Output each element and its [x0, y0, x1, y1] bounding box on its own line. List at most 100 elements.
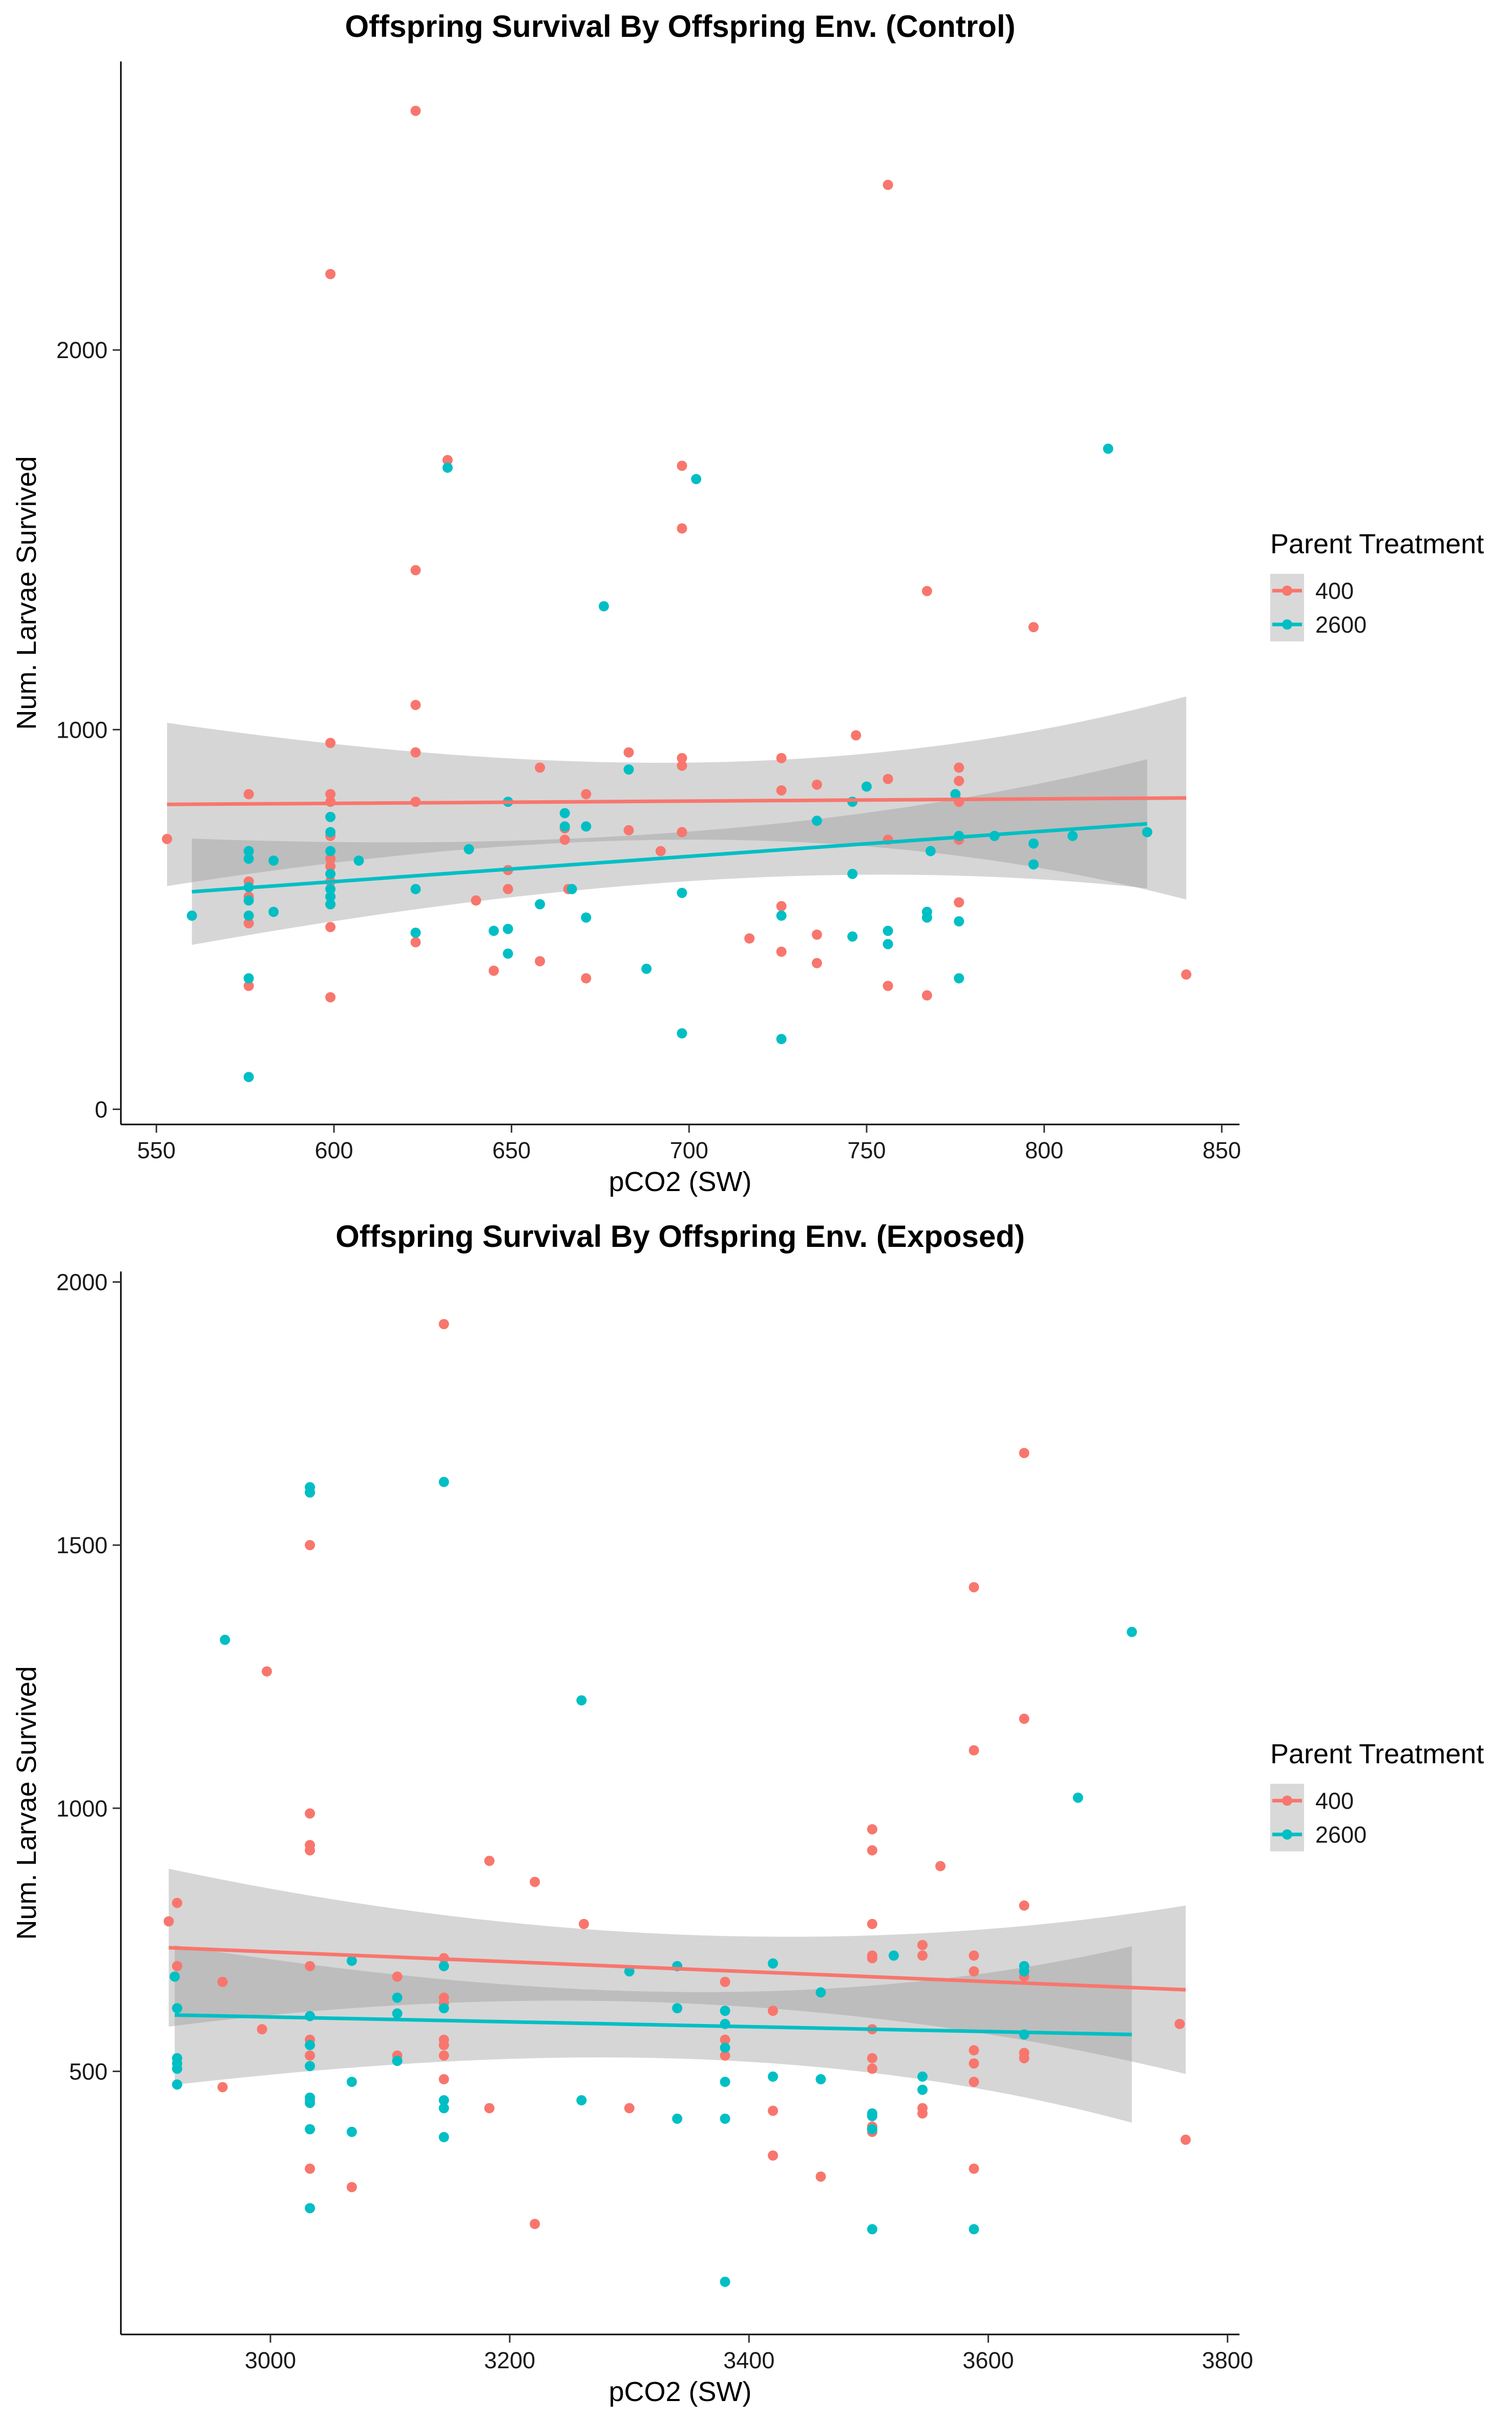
chart-svg: Offspring Survival By Offspring Env. (Co… [11, 9, 1484, 1197]
data-point-400 [776, 753, 787, 763]
data-point-400 [624, 2103, 635, 2114]
chart-panel-exposed: Offspring Survival By Offspring Env. (Ex… [0, 1210, 1512, 2420]
data-point-400 [578, 1918, 589, 1929]
data-point-2600 [950, 789, 961, 800]
data-point-400 [305, 1960, 316, 1971]
data-point-2600 [243, 853, 254, 864]
data-point-2600 [325, 846, 336, 857]
confidence-band-400 [169, 1868, 1186, 2074]
y-axis-title: Num. Larvae Survived [11, 456, 42, 729]
data-point-400 [325, 789, 336, 800]
x-tick-label: 550 [137, 1137, 176, 1163]
x-axis-title: pCO2 (SW) [608, 2376, 751, 2407]
data-point-400 [484, 1855, 495, 1866]
data-point-2600 [305, 2203, 316, 2214]
data-point-2600 [720, 2277, 730, 2287]
fit-line-2600 [192, 822, 1147, 894]
data-point-2600 [243, 973, 254, 984]
x-tick-label: 650 [492, 1137, 531, 1163]
data-point-2600 [243, 846, 254, 857]
data-point-2600 [438, 2103, 449, 2114]
data-point-2600 [305, 2061, 316, 2072]
data-point-2600 [921, 912, 932, 923]
data-point-2600 [410, 884, 421, 894]
data-point-400 [917, 1950, 928, 1961]
data-point-400 [325, 738, 336, 748]
data-point-2600 [243, 1072, 254, 1082]
y-tick-label: 2000 [56, 1269, 108, 1296]
data-point-400 [305, 2163, 316, 2174]
data-point-2600 [954, 916, 964, 927]
data-point-400 [954, 762, 964, 773]
data-point-2600 [598, 601, 609, 612]
data-point-400 [655, 846, 666, 857]
data-point-400 [217, 2082, 228, 2093]
data-point-2600 [641, 964, 652, 974]
data-point-2600 [815, 2074, 826, 2084]
data-point-2600 [624, 1966, 635, 1977]
data-point-2600 [559, 808, 570, 819]
data-point-400 [489, 965, 499, 976]
data-point-400 [969, 2045, 979, 2056]
data-point-2600 [305, 1487, 316, 1498]
data-point-2600 [720, 2076, 730, 2087]
data-point-400 [969, 2076, 979, 2087]
legend-label-2600: 2600 [1315, 612, 1367, 638]
data-point-2600 [438, 2003, 449, 2014]
x-tick-label: 3400 [723, 2347, 774, 2373]
data-point-400 [438, 2050, 449, 2061]
legend-label-400: 400 [1315, 578, 1354, 604]
data-point-400 [502, 884, 513, 894]
data-point-2600 [677, 887, 687, 898]
data-point-2600 [576, 2095, 587, 2105]
data-point-400 [261, 1666, 272, 1677]
data-point-400 [917, 2108, 928, 2119]
data-point-2600 [346, 1955, 357, 1966]
data-point-400 [883, 980, 893, 991]
x-tick-label: 750 [847, 1137, 886, 1163]
data-point-400 [172, 1960, 182, 1971]
data-point-2600 [581, 912, 592, 923]
data-point-2600 [325, 884, 336, 894]
data-point-400 [438, 2074, 449, 2084]
data-point-2600 [969, 2224, 979, 2235]
data-point-2600 [172, 2079, 182, 2090]
x-tick-label: 600 [314, 1137, 353, 1163]
data-point-400 [867, 1824, 877, 1834]
data-point-400 [867, 2063, 877, 2074]
data-point-2600 [172, 2063, 182, 2074]
data-point-400 [677, 461, 687, 471]
data-point-400 [305, 1808, 316, 1819]
data-point-2600 [768, 2071, 779, 2082]
data-point-2600 [243, 910, 254, 921]
chart-svg: Offspring Survival By Offspring Env. (Ex… [11, 1219, 1484, 2407]
fit-line-2600 [175, 2013, 1132, 2036]
data-point-400 [581, 789, 592, 800]
legend-title: Parent Treatment [1270, 1739, 1484, 1769]
data-point-400 [305, 1845, 316, 1855]
data-point-2600 [172, 2003, 182, 2014]
data-point-400 [969, 2058, 979, 2069]
data-point-2600 [720, 2042, 730, 2053]
data-point-400 [325, 269, 336, 279]
data-point-400 [410, 700, 421, 711]
x-tick-label: 3600 [962, 2347, 1014, 2373]
data-point-2600 [325, 827, 336, 838]
data-point-400 [768, 2150, 779, 2161]
data-point-400 [410, 747, 421, 758]
data-point-400 [438, 1319, 449, 1329]
data-point-400 [172, 1897, 182, 1908]
data-point-400 [410, 937, 421, 948]
legend: Parent Treatment 400 2600 [1270, 529, 1484, 641]
data-point-2600 [1073, 1792, 1083, 1803]
data-point-2600 [862, 781, 872, 792]
data-point-400 [530, 1876, 540, 1887]
data-point-2600 [720, 2006, 730, 2016]
data-point-400 [535, 956, 545, 967]
data-point-400 [954, 897, 964, 908]
data-point-2600 [325, 868, 336, 879]
data-point-2600 [305, 2124, 316, 2135]
data-point-400 [162, 833, 173, 844]
data-point-2600 [325, 891, 336, 902]
data-point-2600 [268, 855, 279, 866]
